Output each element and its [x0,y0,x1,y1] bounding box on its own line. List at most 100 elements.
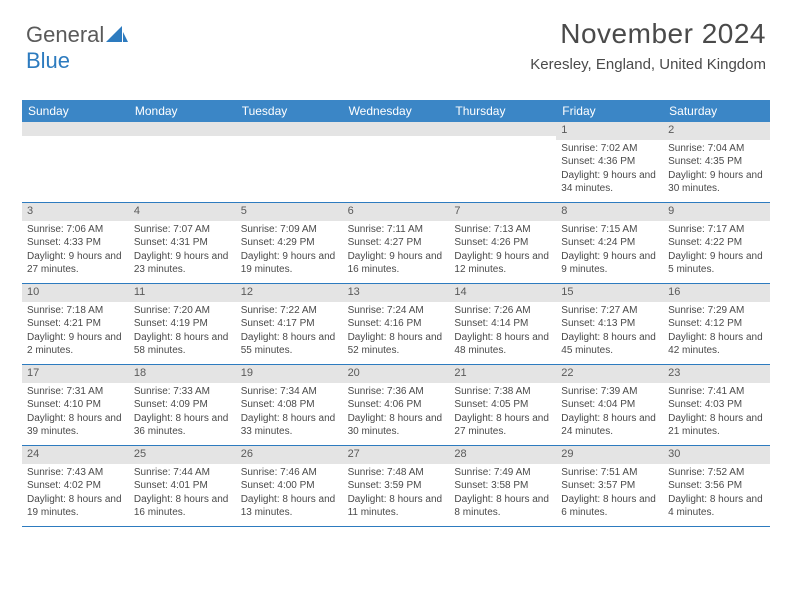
calendar-cell [343,122,450,202]
calendar-cell: 23Sunrise: 7:41 AMSunset: 4:03 PMDayligh… [663,365,770,445]
sunset-text: Sunset: 4:36 PM [561,155,658,169]
sunset-text: Sunset: 4:00 PM [241,479,338,493]
day-details: Sunrise: 7:07 AMSunset: 4:31 PMDaylight:… [129,221,236,281]
sunrise-text: Sunrise: 7:07 AM [134,223,231,237]
sunrise-text: Sunrise: 7:04 AM [668,142,765,156]
sunset-text: Sunset: 4:33 PM [27,236,124,250]
calendar-cell [449,122,556,202]
sunrise-text: Sunrise: 7:17 AM [668,223,765,237]
calendar-week: 17Sunrise: 7:31 AMSunset: 4:10 PMDayligh… [22,364,770,445]
sunrise-text: Sunrise: 7:06 AM [27,223,124,237]
calendar-cell: 22Sunrise: 7:39 AMSunset: 4:04 PMDayligh… [556,365,663,445]
daylight-text: Daylight: 9 hours and 27 minutes. [27,250,124,277]
day-number: 1 [556,122,663,140]
day-details: Sunrise: 7:02 AMSunset: 4:36 PMDaylight:… [556,140,663,200]
day-number: 27 [343,446,450,464]
day-number: 11 [129,284,236,302]
day-details: Sunrise: 7:24 AMSunset: 4:16 PMDaylight:… [343,302,450,362]
sunrise-text: Sunrise: 7:20 AM [134,304,231,318]
daylight-text: Daylight: 8 hours and 42 minutes. [668,331,765,358]
day-header-cell: Wednesday [343,100,450,122]
day-details: Sunrise: 7:22 AMSunset: 4:17 PMDaylight:… [236,302,343,362]
sunset-text: Sunset: 4:03 PM [668,398,765,412]
day-number: 6 [343,203,450,221]
calendar-cell: 29Sunrise: 7:51 AMSunset: 3:57 PMDayligh… [556,446,663,526]
day-number: 5 [236,203,343,221]
day-details: Sunrise: 7:41 AMSunset: 4:03 PMDaylight:… [663,383,770,443]
calendar-cell: 6Sunrise: 7:11 AMSunset: 4:27 PMDaylight… [343,203,450,283]
calendar-cell: 30Sunrise: 7:52 AMSunset: 3:56 PMDayligh… [663,446,770,526]
daylight-text: Daylight: 8 hours and 27 minutes. [454,412,551,439]
daylight-text: Daylight: 8 hours and 4 minutes. [668,493,765,520]
daylight-text: Daylight: 8 hours and 11 minutes. [348,493,445,520]
calendar-week: 1Sunrise: 7:02 AMSunset: 4:36 PMDaylight… [22,122,770,202]
day-header-cell: Friday [556,100,663,122]
day-details: Sunrise: 7:31 AMSunset: 4:10 PMDaylight:… [22,383,129,443]
sunset-text: Sunset: 3:57 PM [561,479,658,493]
sunset-text: Sunset: 3:56 PM [668,479,765,493]
day-header-cell: Monday [129,100,236,122]
sunrise-text: Sunrise: 7:49 AM [454,466,551,480]
page-header: November 2024 Keresley, England, United … [530,18,766,73]
day-number: 18 [129,365,236,383]
sunrise-text: Sunrise: 7:31 AM [27,385,124,399]
day-number: 29 [556,446,663,464]
daylight-text: Daylight: 8 hours and 8 minutes. [454,493,551,520]
day-details: Sunrise: 7:11 AMSunset: 4:27 PMDaylight:… [343,221,450,281]
sunrise-text: Sunrise: 7:09 AM [241,223,338,237]
day-number [236,122,343,136]
sunrise-text: Sunrise: 7:38 AM [454,385,551,399]
calendar-cell: 13Sunrise: 7:24 AMSunset: 4:16 PMDayligh… [343,284,450,364]
daylight-text: Daylight: 8 hours and 58 minutes. [134,331,231,358]
sunrise-text: Sunrise: 7:51 AM [561,466,658,480]
day-details: Sunrise: 7:38 AMSunset: 4:05 PMDaylight:… [449,383,556,443]
sunrise-text: Sunrise: 7:26 AM [454,304,551,318]
sunrise-text: Sunrise: 7:39 AM [561,385,658,399]
daylight-text: Daylight: 8 hours and 55 minutes. [241,331,338,358]
day-number: 15 [556,284,663,302]
day-details [236,136,343,196]
day-details: Sunrise: 7:18 AMSunset: 4:21 PMDaylight:… [22,302,129,362]
calendar-cell: 2Sunrise: 7:04 AMSunset: 4:35 PMDaylight… [663,122,770,202]
day-number [129,122,236,136]
day-details: Sunrise: 7:36 AMSunset: 4:06 PMDaylight:… [343,383,450,443]
sunrise-text: Sunrise: 7:33 AM [134,385,231,399]
daylight-text: Daylight: 9 hours and 23 minutes. [134,250,231,277]
day-details: Sunrise: 7:29 AMSunset: 4:12 PMDaylight:… [663,302,770,362]
day-details: Sunrise: 7:44 AMSunset: 4:01 PMDaylight:… [129,464,236,524]
sunset-text: Sunset: 4:24 PM [561,236,658,250]
calendar-cell: 19Sunrise: 7:34 AMSunset: 4:08 PMDayligh… [236,365,343,445]
month-title: November 2024 [530,18,766,50]
daylight-text: Daylight: 8 hours and 45 minutes. [561,331,658,358]
sunset-text: Sunset: 4:29 PM [241,236,338,250]
day-details: Sunrise: 7:27 AMSunset: 4:13 PMDaylight:… [556,302,663,362]
calendar-week: 3Sunrise: 7:06 AMSunset: 4:33 PMDaylight… [22,202,770,283]
sunrise-text: Sunrise: 7:48 AM [348,466,445,480]
day-number: 24 [22,446,129,464]
day-details [343,136,450,196]
sunset-text: Sunset: 4:13 PM [561,317,658,331]
day-number [343,122,450,136]
day-details [449,136,556,196]
sunset-text: Sunset: 4:31 PM [134,236,231,250]
daylight-text: Daylight: 8 hours and 24 minutes. [561,412,658,439]
calendar-cell: 11Sunrise: 7:20 AMSunset: 4:19 PMDayligh… [129,284,236,364]
daylight-text: Daylight: 9 hours and 30 minutes. [668,169,765,196]
day-number: 23 [663,365,770,383]
daylight-text: Daylight: 8 hours and 21 minutes. [668,412,765,439]
day-details: Sunrise: 7:33 AMSunset: 4:09 PMDaylight:… [129,383,236,443]
sunrise-text: Sunrise: 7:29 AM [668,304,765,318]
day-details: Sunrise: 7:17 AMSunset: 4:22 PMDaylight:… [663,221,770,281]
daylight-text: Daylight: 8 hours and 33 minutes. [241,412,338,439]
sunset-text: Sunset: 4:01 PM [134,479,231,493]
day-details: Sunrise: 7:46 AMSunset: 4:00 PMDaylight:… [236,464,343,524]
daylight-text: Daylight: 9 hours and 34 minutes. [561,169,658,196]
day-number: 10 [22,284,129,302]
sunset-text: Sunset: 4:21 PM [27,317,124,331]
calendar-cell: 8Sunrise: 7:15 AMSunset: 4:24 PMDaylight… [556,203,663,283]
daylight-text: Daylight: 8 hours and 52 minutes. [348,331,445,358]
logo-part1: General [26,22,104,47]
sunrise-text: Sunrise: 7:02 AM [561,142,658,156]
calendar-cell: 7Sunrise: 7:13 AMSunset: 4:26 PMDaylight… [449,203,556,283]
sunset-text: Sunset: 4:14 PM [454,317,551,331]
